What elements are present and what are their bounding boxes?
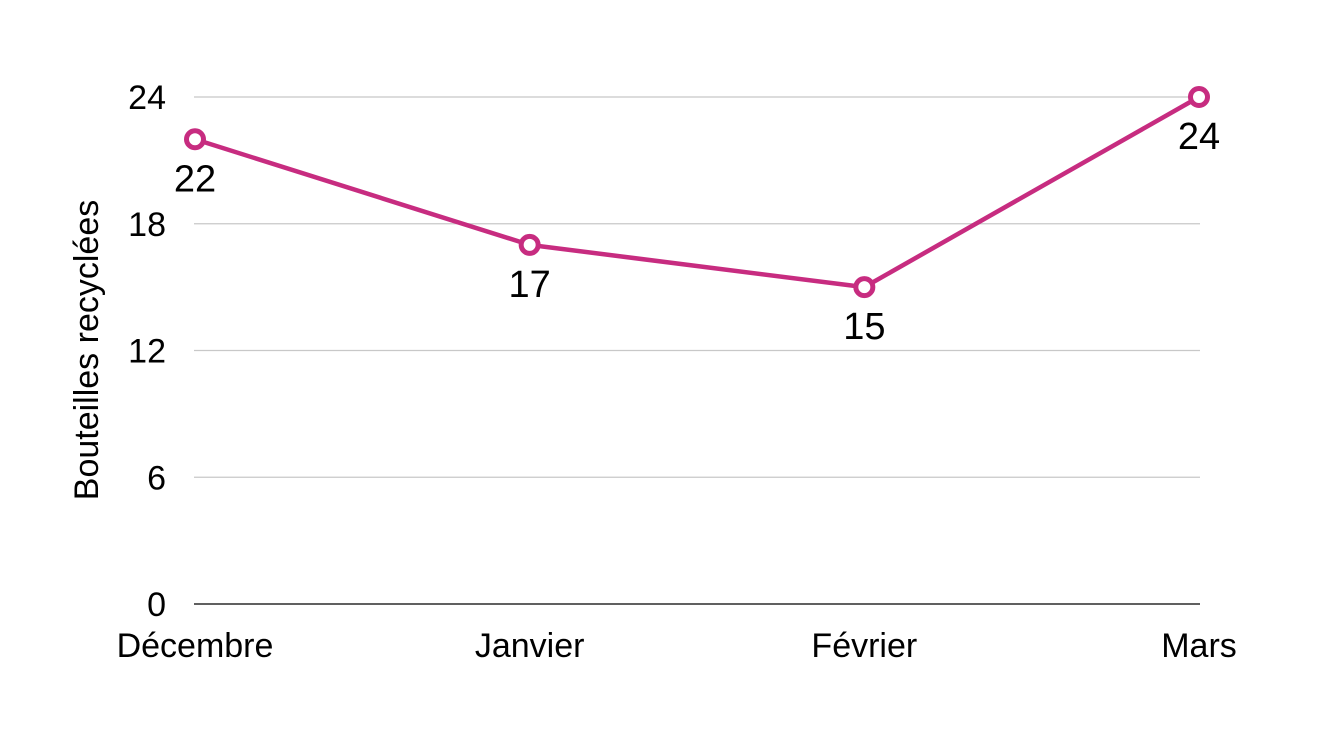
y-tick-label: 24 <box>128 79 166 117</box>
data-labels: 22 17 15 24 <box>174 116 1220 348</box>
y-tick-label: 12 <box>128 333 166 371</box>
data-point <box>1188 86 1210 108</box>
data-label: 15 <box>843 306 885 348</box>
data-point <box>518 233 541 256</box>
data-label: 22 <box>174 158 216 200</box>
y-axis-ticks: 0 6 12 18 24 <box>128 79 166 624</box>
data-point <box>184 128 206 151</box>
series-layer <box>184 86 1210 299</box>
x-tick-label: Février <box>811 627 917 665</box>
y-tick-label: 6 <box>147 459 166 497</box>
x-tick-label: Janvier <box>475 627 585 665</box>
series-line <box>192 94 1202 290</box>
x-tick-label: Décembre <box>117 627 274 665</box>
data-label: 24 <box>1178 116 1220 158</box>
x-axis-ticks: Décembre Janvier Février Mars <box>117 627 1237 665</box>
y-axis-title: Bouteilles recyclées <box>68 200 106 500</box>
y-tick-label: 0 <box>147 586 166 624</box>
gridlines <box>194 96 1200 605</box>
y-tick-label: 18 <box>128 206 166 244</box>
data-point <box>853 276 876 299</box>
x-tick-label: Mars <box>1161 627 1237 665</box>
data-label: 17 <box>509 264 551 306</box>
